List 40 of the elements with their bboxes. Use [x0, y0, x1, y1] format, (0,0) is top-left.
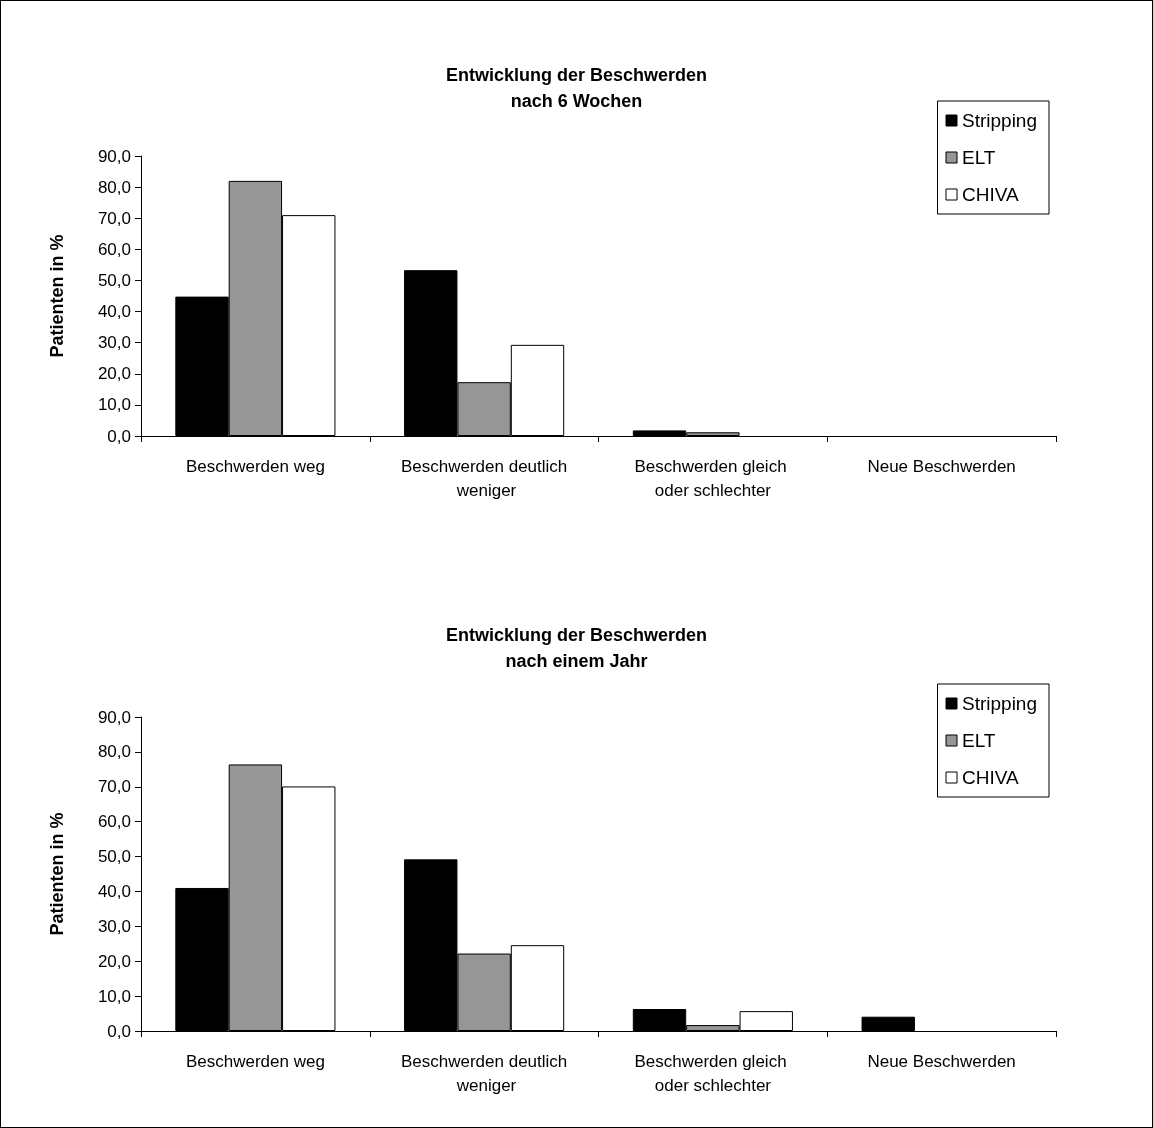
- chart-title: Entwicklung der Beschwerden: [445, 65, 708, 85]
- y-tick-label: 90,0: [97, 146, 131, 166]
- legend-label: ELT: [962, 730, 996, 751]
- y-tick-label: 0,0: [107, 426, 131, 446]
- y-tick-label: 60,0: [97, 239, 131, 259]
- legend-label: ELT: [962, 147, 996, 168]
- x-tick-label: Beschwerden gleich oder schlechter: [634, 456, 792, 500]
- legend-label: Stripping: [962, 693, 1038, 714]
- y-tick-label: 70,0: [97, 208, 131, 228]
- y-tick-label: 10,0: [97, 395, 131, 415]
- y-tick-label: 50,0: [97, 847, 131, 867]
- y-tick-label: 20,0: [97, 951, 131, 971]
- y-tick-label: 90,0: [97, 707, 131, 727]
- x-tick-label: Beschwerden deutlich weniger: [400, 456, 568, 500]
- legend-label: Stripping: [962, 110, 1038, 131]
- y-tick-label: 20,0: [97, 364, 131, 384]
- chart-subtitle: nach einem Jahr: [505, 651, 648, 671]
- y-tick-label: 30,0: [97, 916, 131, 936]
- y-tick-label: 40,0: [97, 302, 131, 322]
- y-tick-label: 40,0: [97, 881, 131, 901]
- y-tick-label: 10,0: [97, 986, 131, 1006]
- y-tick-label: 70,0: [97, 777, 131, 797]
- x-tick-label: Neue Beschwerden: [867, 1051, 1016, 1071]
- chart-subtitle: nach 6 Wochen: [510, 91, 643, 111]
- y-tick-label: 80,0: [97, 742, 131, 762]
- y-tick-label: 50,0: [97, 270, 131, 290]
- x-tick-label: Beschwerden deutlich weniger: [400, 1051, 568, 1095]
- x-tick-label: Beschwerden gleich oder schlechter: [634, 1051, 792, 1095]
- x-tick-label: Beschwerden weg: [185, 456, 325, 476]
- y-tick-label: 30,0: [97, 333, 131, 353]
- x-tick-label: Neue Beschwerden: [867, 456, 1016, 476]
- y-axis-title: Patienten in %: [47, 234, 67, 358]
- legend-label: CHIVA: [962, 184, 1019, 205]
- x-tick-label: Beschwerden weg: [185, 1051, 325, 1071]
- y-tick-label: 80,0: [97, 177, 131, 197]
- legend-label: CHIVA: [962, 767, 1019, 788]
- chart-title: Entwicklung der Beschwerden: [445, 625, 708, 645]
- y-axis-title: Patienten in %: [47, 812, 67, 936]
- y-tick-label: 0,0: [107, 1021, 131, 1041]
- y-tick-label: 60,0: [97, 812, 131, 832]
